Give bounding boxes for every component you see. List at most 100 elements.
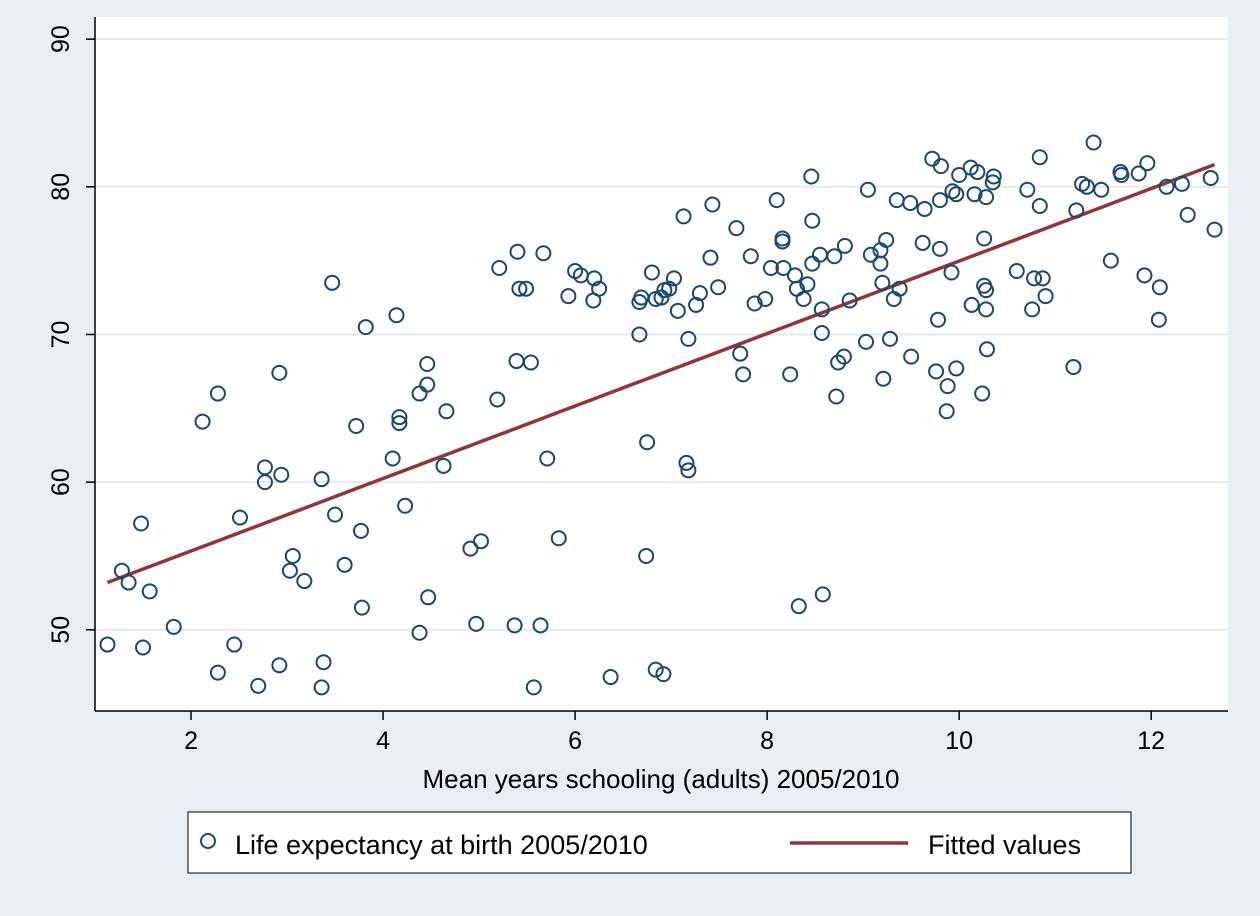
data-point-186	[1202, 169, 1219, 186]
y-axis-ticks: 50 60 70 80 90	[47, 25, 95, 644]
legend-box	[187, 811, 1132, 874]
data-point-131	[902, 195, 919, 212]
data-point-103	[790, 598, 807, 615]
data-point-81	[678, 454, 695, 471]
data-point-141	[938, 403, 955, 420]
data-point-155	[978, 189, 995, 206]
data-point-133	[914, 234, 931, 251]
data-point-29	[353, 599, 370, 616]
data-point-179	[1136, 267, 1153, 284]
data-point-156	[978, 282, 995, 299]
x-axis-ticks: 2 4 6 8 10 12	[184, 711, 1165, 755]
data-point-37	[411, 624, 428, 641]
data-point-12	[250, 677, 267, 694]
data-point-43	[462, 540, 479, 557]
data-point-69	[638, 547, 655, 564]
data-point-11	[231, 509, 248, 526]
data-point-46	[489, 391, 506, 408]
data-point-30	[357, 319, 374, 336]
data-point-113	[826, 248, 843, 265]
data-point-162	[1019, 181, 1036, 198]
data-point-104	[795, 291, 812, 308]
data-point-178	[1130, 165, 1147, 182]
data-point-151	[969, 164, 986, 181]
data-point-150	[966, 186, 983, 203]
data-point-157	[978, 301, 995, 318]
data-point-136	[928, 363, 945, 380]
data-point-44	[468, 615, 485, 632]
data-point-17	[273, 466, 290, 483]
data-point-139	[931, 240, 948, 257]
x-tick-label-6: 6	[568, 727, 582, 755]
data-point-173	[1085, 134, 1102, 151]
data-point-111	[813, 301, 830, 318]
data-point-56	[535, 245, 552, 262]
data-point-130	[891, 280, 908, 297]
data-point-94	[757, 291, 774, 308]
data-point-143	[943, 264, 960, 281]
data-points	[99, 134, 1223, 696]
data-point-9	[209, 664, 226, 681]
x-tick-label-10: 10	[945, 727, 973, 755]
data-point-112	[814, 586, 831, 603]
data-point-47	[491, 260, 508, 277]
data-point-144	[944, 183, 961, 200]
data-point-78	[665, 270, 682, 287]
data-point-177	[1113, 166, 1130, 183]
data-point-120	[859, 181, 876, 198]
data-point-118	[841, 292, 858, 309]
data-point-134	[916, 200, 933, 217]
data-point-138	[931, 192, 948, 209]
fitted-values-line	[106, 163, 1216, 585]
data-point-182	[1151, 279, 1168, 296]
data-point-3	[133, 515, 150, 532]
data-point-73	[647, 661, 664, 678]
data-point-117	[836, 237, 853, 254]
data-point-145	[948, 186, 965, 203]
data-point-5	[141, 583, 158, 600]
data-point-25	[327, 506, 344, 523]
data-point-20	[296, 573, 313, 590]
data-point-86	[702, 249, 719, 266]
data-point-55	[532, 617, 549, 634]
y-tick-label-90: 90	[47, 25, 75, 53]
data-point-90	[732, 345, 749, 362]
data-point-4	[135, 639, 152, 656]
data-point-160	[985, 168, 1002, 185]
data-point-34	[391, 415, 408, 432]
data-point-114	[828, 388, 845, 405]
data-point-1	[113, 562, 130, 579]
data-point-80	[675, 208, 692, 225]
data-point-65	[602, 669, 619, 686]
data-point-33	[391, 409, 408, 426]
data-point-119	[858, 333, 875, 350]
data-point-10	[226, 636, 243, 653]
data-point-19	[284, 547, 301, 564]
data-point-92	[742, 248, 759, 265]
data-point-77	[661, 280, 678, 297]
data-point-175	[1102, 252, 1119, 269]
data-point-41	[435, 457, 452, 474]
data-point-57	[539, 450, 556, 467]
data-point-15	[271, 364, 288, 381]
x-tick-label-8: 8	[760, 727, 774, 755]
plot-background	[95, 17, 1228, 711]
data-point-165	[1031, 149, 1048, 166]
data-point-75	[655, 666, 672, 683]
data-point-106	[803, 168, 820, 185]
data-point-0	[99, 636, 116, 653]
data-point-50	[509, 243, 526, 260]
data-point-70	[639, 434, 656, 451]
data-point-71	[643, 264, 660, 281]
data-point-183	[1158, 178, 1175, 195]
legend-label-scatter: Life expectancy at birth 2005/2010	[235, 830, 648, 860]
data-point-167	[1034, 270, 1051, 287]
data-point-96	[768, 192, 785, 209]
data-point-89	[728, 220, 745, 237]
fitted-line-group	[106, 163, 1216, 585]
data-point-21	[313, 471, 330, 488]
data-point-170	[1068, 202, 1085, 219]
data-point-53	[522, 354, 539, 371]
x-tick-label-2: 2	[184, 727, 198, 755]
legend-marker-scatter	[200, 833, 216, 849]
